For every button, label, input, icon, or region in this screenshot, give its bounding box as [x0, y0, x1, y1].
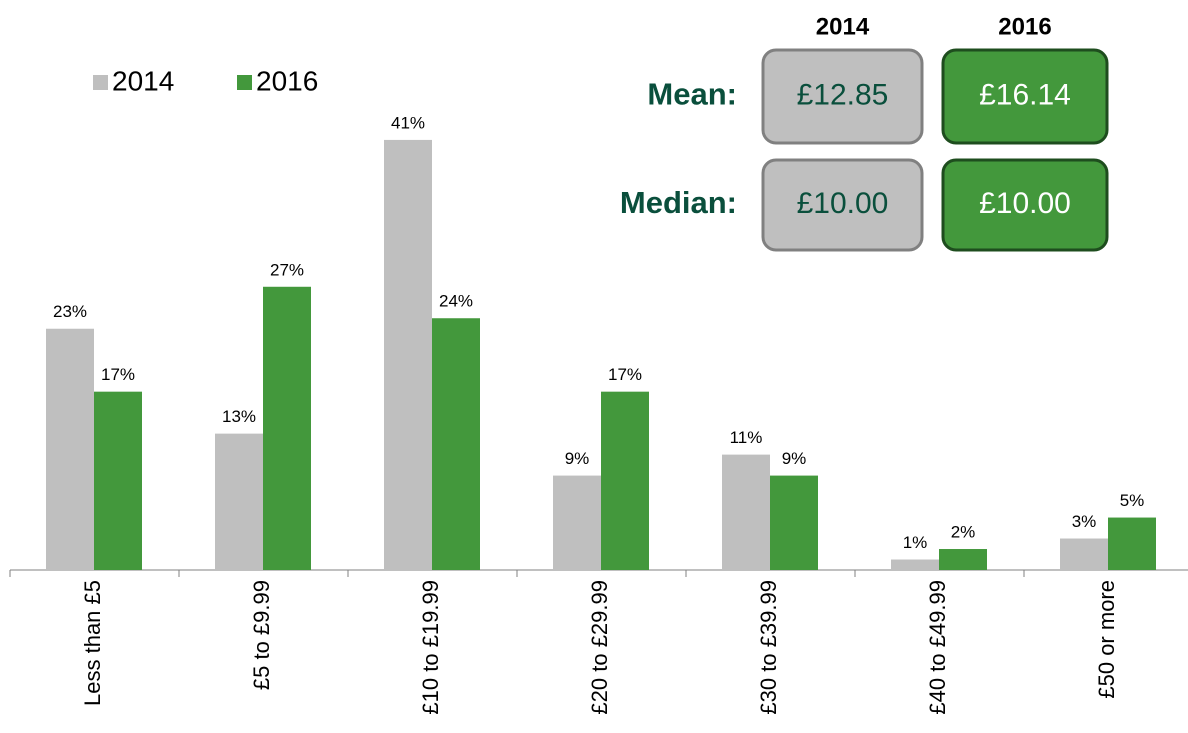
summary-box [941, 158, 1109, 252]
data-label: 5% [1120, 491, 1145, 510]
bar [891, 559, 939, 570]
data-label: 2% [951, 523, 976, 542]
legend-swatch [93, 75, 108, 90]
data-label: 13% [222, 407, 256, 426]
bar [770, 475, 818, 570]
summary-column-header: 2016 [998, 13, 1051, 40]
bar [1108, 517, 1156, 570]
x-tick-label: Less than £5 [80, 580, 105, 706]
data-label: 1% [903, 533, 928, 552]
data-label: 41% [391, 113, 425, 132]
summary-box [761, 48, 924, 145]
data-label: 17% [101, 365, 135, 384]
summary-value: £12.85 [797, 78, 889, 111]
bar [215, 433, 263, 570]
data-label: 9% [782, 449, 807, 468]
summary-value: £10.00 [797, 187, 889, 220]
data-label: 23% [53, 302, 87, 321]
x-tick-label: £5 to £9.99 [249, 580, 274, 690]
x-tick-label: £20 to £29.99 [587, 580, 612, 715]
x-tick-label: £30 to £39.99 [756, 580, 781, 715]
summary-box [941, 48, 1109, 145]
data-label: 11% [730, 428, 763, 447]
bar [432, 318, 480, 570]
summary-value: £10.00 [979, 187, 1071, 220]
legend-swatch [237, 75, 252, 90]
summary-column-header: 2014 [816, 13, 870, 40]
summary-box [761, 158, 924, 252]
bar [939, 549, 987, 570]
bar [722, 454, 770, 570]
bar [263, 286, 311, 570]
bar [553, 475, 601, 570]
bar [384, 139, 432, 570]
summary-row-label: Median: [620, 185, 737, 220]
legend-label: 2016 [256, 65, 318, 96]
summary-row-label: Mean: [647, 77, 737, 112]
x-tick-label: £50 or more [1094, 580, 1119, 699]
legend-label: 2014 [112, 65, 174, 96]
summary-value: £16.14 [979, 78, 1071, 111]
data-label: 27% [270, 260, 304, 279]
data-label: 17% [608, 365, 642, 384]
bar [94, 391, 142, 570]
x-tick-label: £40 to £49.99 [925, 580, 950, 715]
data-label: 24% [439, 292, 473, 311]
bar [1060, 538, 1108, 570]
data-label: 3% [1072, 512, 1097, 531]
x-tick-label: £10 to £19.99 [418, 580, 443, 715]
data-label: 9% [565, 449, 590, 468]
bar [601, 391, 649, 570]
bar [46, 328, 94, 570]
